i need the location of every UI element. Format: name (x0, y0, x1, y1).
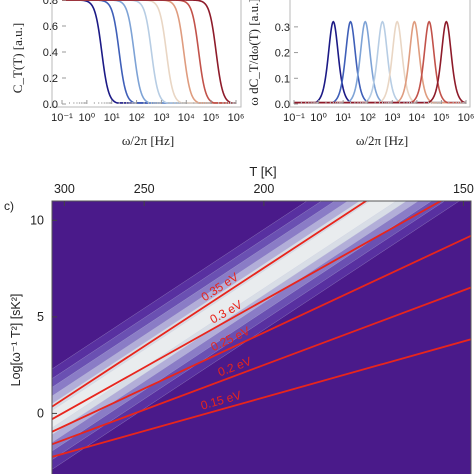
tr-x-ticks: 10⁻¹ 10⁰ 10¹ 10² 10³ 10⁴ 10⁵ 10⁶ (283, 100, 474, 124)
panel-c: c) T [K] 300 250 200 150 0 5 10 Log[ω⁻¹ T²] [… (4, 164, 474, 474)
tr-x-tick-label: 10³ (384, 112, 400, 124)
tr-series (294, 20, 466, 104)
tr-x-tick-label: 10⁵ (433, 112, 450, 124)
c-top-axis-label: T [K] (249, 164, 276, 179)
c-top-tick-label: 300 (54, 182, 75, 196)
tl-x-axis-label: ω/2π [Hz] (122, 133, 174, 148)
tr-x-tick-label: 10⁶ (458, 112, 474, 124)
c-band-level (52, 201, 432, 452)
tl-x-tick-label: 10⁵ (203, 112, 220, 124)
panel-top-right: 0.0 0.1 0.2 0.3 10⁻¹ 10⁰ 10¹ 10² 10³ 10⁴ 10⁵ 10⁶ ω… (246, 0, 474, 148)
c-contour-line (52, 234, 471, 433)
c-top-tick-label: 150 (453, 182, 474, 196)
c-top-ticks: 300 250 200 150 (54, 182, 474, 206)
panel-top-left: 0.00.20.40.60.8 10⁻¹ 10⁰ 10¹ 10² 10³ 10⁴ 10⁵ 10… (10, 0, 244, 148)
c-y-axis-label: Log[ω⁻¹ T²] [sK²] (9, 294, 23, 387)
c-band-level (52, 201, 460, 470)
tl-x-tick-label: 10³ (153, 112, 169, 124)
tr-x-tick-label: 10² (360, 112, 376, 124)
tr-y-axis-label: ω dC_T/dω(T) [a.u.] (246, 0, 261, 106)
tr-x-tick-label: 10⁴ (408, 112, 425, 124)
c-band-level (52, 201, 407, 435)
tl-series (62, 0, 236, 104)
c-contour-line (52, 201, 368, 408)
c-contour-line (52, 286, 471, 446)
c-y-tick-label: 10 (30, 213, 44, 227)
c-contour-line (52, 338, 471, 458)
tl-x-tick-label: 10⁰ (79, 112, 96, 124)
tr-series-line (294, 20, 466, 104)
tr-x-axis-label: ω/2π [Hz] (356, 133, 408, 148)
c-contour-line (52, 201, 443, 420)
tl-axis-frame (51, 0, 242, 108)
c-y-tick-label: 5 (37, 310, 44, 324)
c-y-tick-label: 0 (37, 406, 44, 420)
c-top-tick-label: 200 (253, 182, 274, 196)
c-band-level (52, 201, 419, 443)
tl-x-tick-label: 10⁶ (228, 112, 245, 124)
c-band-level (52, 201, 445, 460)
tl-x-tick-label: 10⁻¹ (51, 112, 73, 124)
tl-y-tick-label: 0.2 (43, 73, 58, 85)
tl-y-tick-label: 0.6 (43, 21, 58, 33)
tr-axis-frame (289, 0, 471, 108)
tr-y-tick-label: 0.2 (275, 48, 290, 60)
tr-y-tick-label: 0.3 (275, 22, 290, 34)
tr-y-ticks: 0.0 0.1 0.2 0.3 (275, 22, 298, 111)
tl-y-tick-label: 0.0 (43, 99, 58, 111)
tl-series-line (62, 0, 236, 104)
c-axis-frame (51, 200, 472, 474)
c-top-tick-label: 250 (134, 182, 155, 196)
panel-c-label: c) (4, 199, 14, 213)
tl-y-tick-label: 0.8 (43, 0, 58, 7)
tl-x-tick-label: 10² (129, 112, 145, 124)
tl-y-tick-label: 0.4 (43, 47, 58, 59)
tl-series-line (62, 0, 236, 104)
tl-x-ticks: 10⁻¹ 10⁰ 10¹ 10² 10³ 10⁴ 10⁵ 10⁶ (51, 100, 244, 124)
tl-y-axis-label: C_T(T) [a.u.] (10, 23, 25, 93)
tl-x-tick-label: 10¹ (104, 112, 120, 124)
tr-x-tick-label: 10¹ (335, 112, 351, 124)
tl-y-ticks: 0.0 0.2 0.4 0.6 0.8 (43, 0, 66, 111)
tr-x-tick-label: 10⁰ (310, 112, 327, 124)
c-heatmap (52, 201, 471, 474)
tl-x-tick-label: 10⁴ (178, 112, 195, 124)
c-y-ticks: 0 5 10 (30, 213, 57, 420)
tr-x-tick-label: 10⁻¹ (283, 112, 305, 124)
tr-y-tick-label: 0.0 (275, 99, 290, 111)
tr-y-tick-label: 0.1 (275, 73, 290, 85)
